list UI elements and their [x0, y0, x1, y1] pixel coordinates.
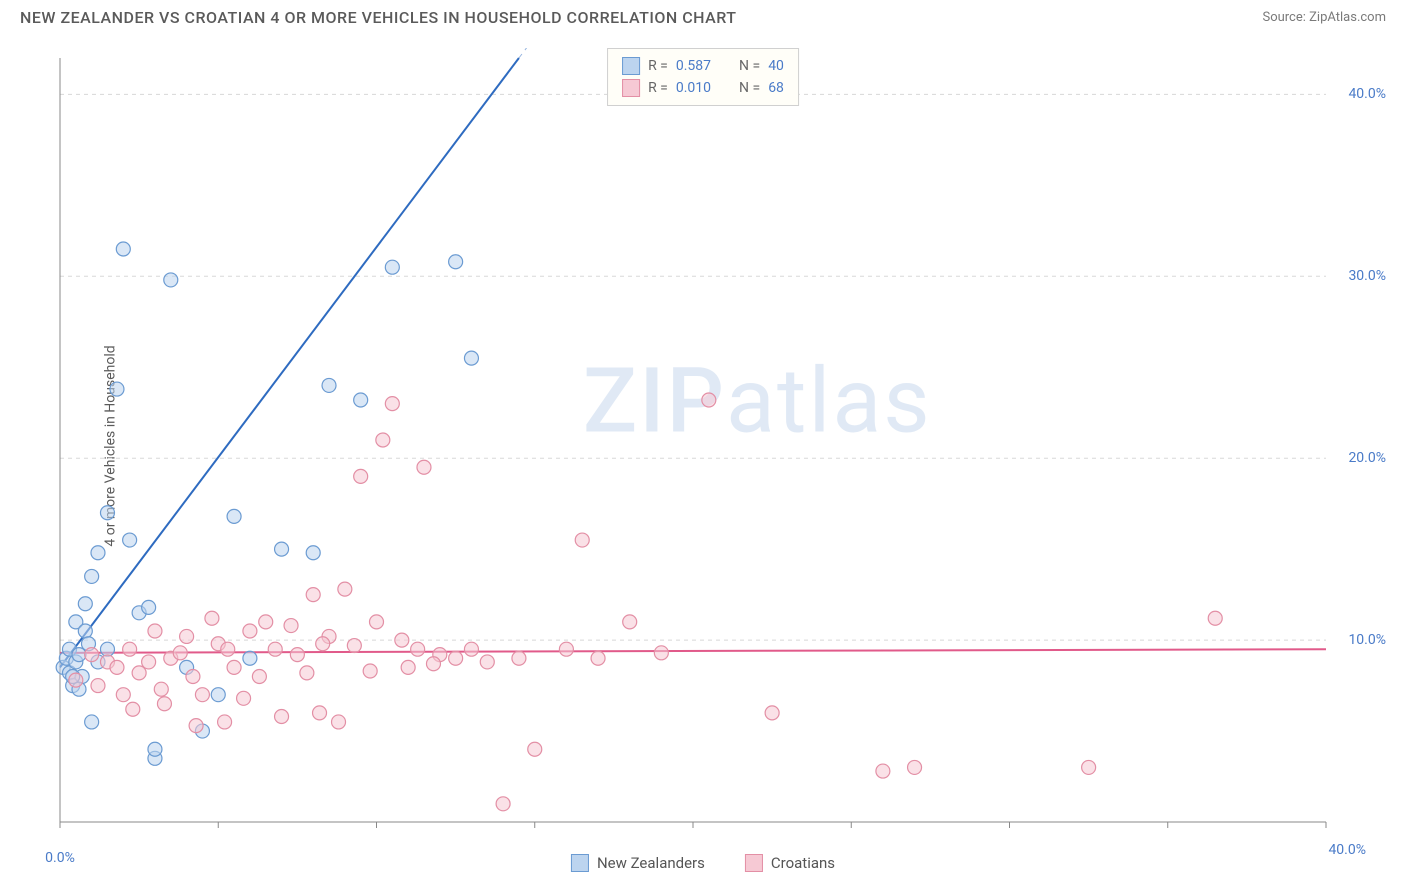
axis-tick-label: 40.0% — [1328, 842, 1366, 858]
n-label: N = — [739, 80, 760, 96]
legend-item-nz: New Zealanders — [571, 854, 705, 872]
axis-tick-label: 20.0% — [1348, 450, 1386, 466]
series-legend: New Zealanders Croatians — [571, 854, 835, 872]
axis-tick-label: 30.0% — [1348, 268, 1386, 284]
legend-swatch-cr — [622, 79, 640, 97]
n-label: N = — [739, 58, 760, 74]
legend-label-cr: Croatians — [771, 854, 835, 872]
legend-swatch-nz — [622, 57, 640, 75]
axis-tick-label: 10.0% — [1348, 632, 1386, 648]
r-label: R = — [648, 80, 668, 96]
scatter-plot — [50, 48, 1336, 832]
n-value-cr: 68 — [768, 80, 784, 96]
legend-swatch-cr — [745, 854, 763, 872]
axis-tick-label: 40.0% — [1348, 86, 1386, 102]
r-label: R = — [648, 58, 668, 74]
legend-item-cr: Croatians — [745, 854, 835, 872]
r-value-cr: 0.010 — [676, 80, 711, 96]
r-value-nz: 0.587 — [676, 58, 711, 74]
chart-title: NEW ZEALANDER VS CROATIAN 4 OR MORE VEHI… — [20, 8, 737, 27]
n-value-nz: 40 — [768, 58, 784, 74]
correlation-legend: R = 0.587 N = 40 R = 0.010 N = 68 — [607, 48, 799, 106]
legend-row-nz: R = 0.587 N = 40 — [622, 55, 784, 77]
legend-swatch-nz — [571, 854, 589, 872]
header: NEW ZEALANDER VS CROATIAN 4 OR MORE VEHI… — [0, 0, 1406, 31]
legend-row-cr: R = 0.010 N = 68 — [622, 77, 784, 99]
axis-tick-label: 0.0% — [45, 850, 75, 866]
source-attribution: Source: ZipAtlas.com — [1262, 10, 1386, 25]
chart-container: ZIPatlas 10.0%20.0%30.0%40.0%0.0%40.0% — [50, 48, 1336, 832]
legend-label-nz: New Zealanders — [597, 854, 705, 872]
